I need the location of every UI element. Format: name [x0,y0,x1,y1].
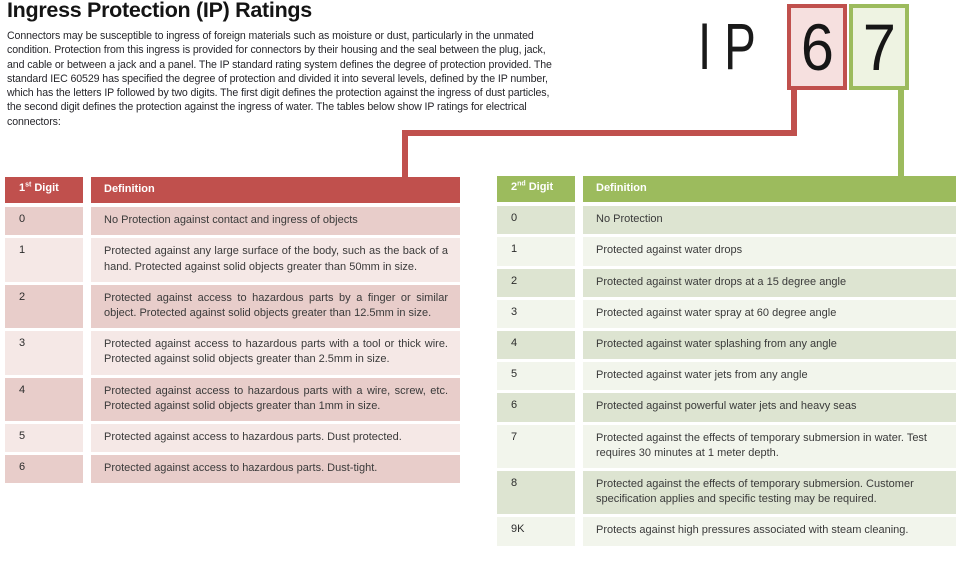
definition-cell: Protected against water spray at 60 degr… [583,299,956,329]
definition-cell: Protected against the effects of tempora… [583,424,956,469]
definition-cell: Protected against water splashing from a… [583,331,956,360]
digit-cell: 9K [497,517,575,546]
second-digit-table-body: 0 No Protection 1 Protected against water d… [497,206,956,546]
table-row: 3 Protected against access to hazardous p… [5,331,460,375]
table-row: 3 Protected against water spray at 60 deg… [497,299,956,329]
digit-column-header: 1st Digit [5,177,83,204]
digit-cell: 0 [5,207,83,236]
page-title: Ingress Protection (IP) Ratings [7,0,312,22]
definition-cell: Protects against high pressures associat… [583,517,956,546]
digit-cell: 8 [497,471,575,515]
intro-paragraph: Connectors may be susceptible to ingress… [7,30,552,128]
definition-column-header: Definition [583,176,956,203]
definition-cell: Protected against water drops [583,237,956,266]
digit-cell: 3 [5,331,83,375]
definition-cell: Protected against the effects of tempora… [583,471,956,515]
first-digit-table-header: 1st Digit Definition [5,177,460,204]
digit-cell: 4 [497,331,575,360]
digit-cell: 1 [497,237,575,266]
table-row: 1 Protected against water drops [497,237,956,266]
definition-cell: Protected against powerful water jets an… [583,393,956,422]
digit-header-number: 1 [19,182,26,194]
digit-header-ordinal: nd [517,180,526,188]
table-row: 4 Protected against access to hazardous p… [5,377,460,422]
definition-cell: Protected against any large surface of t… [91,238,460,282]
second-digit-box: 7 [849,4,909,90]
digit-cell: 3 [497,299,575,329]
definition-cell: Protected against water jets from any an… [583,362,956,391]
table-row: 0 No Protection against contact and ingre… [5,207,460,236]
table-row: 6 Protected against powerful water jets a… [497,393,956,422]
digit-cell: 6 [497,393,575,422]
definition-cell: No Protection [583,206,956,235]
definition-cell: Protected against water drops at a 15 de… [583,268,956,297]
table-row: 4 Protected against water splashing from … [497,331,956,360]
second-digit-table: 2nd Digit Definition 0 No Protection 1 Prote… [497,176,956,549]
digit-cell: 2 [497,268,575,297]
table-row: 5 Protected against water jets from any a… [497,362,956,391]
digit-cell: 7 [497,424,575,469]
definition-cell: Protected against access to hazardous pa… [91,284,460,329]
definition-cell: Protected against access to hazardous pa… [91,331,460,375]
table-row: 8 Protected against the effects of tempor… [497,471,956,515]
first-digit-connector-vertical-bottom [402,130,408,178]
definition-cell: Protected against access to hazardous pa… [91,377,460,422]
digit-cell: 0 [497,206,575,235]
digit-cell: 5 [5,424,83,453]
first-digit-value: 6 [800,10,834,84]
table-row: 7 Protected against the effects of tempor… [497,424,956,469]
digit-header-number: 2 [511,181,518,193]
table-row: 5 Protected against access to hazardous p… [5,424,460,453]
first-digit-connector-vertical-top [791,88,797,136]
definition-cell: Protected against access to hazardous pa… [91,424,460,453]
first-digit-connector-horizontal [402,130,797,136]
digit-cell: 6 [5,455,83,484]
digit-cell: 4 [5,377,83,422]
digit-cell: 5 [497,362,575,391]
digit-column-header: 2nd Digit [497,176,575,203]
table-row: 1 Protected against any large surface of … [5,238,460,282]
digit-header-word: Digit [34,182,59,194]
second-digit-value: 7 [862,10,896,84]
ip-prefix-text: IP [698,9,769,83]
table-row: 6 Protected against access to hazardous p… [5,455,460,484]
digit-header-ordinal: st [25,181,32,189]
digit-cell: 2 [5,284,83,329]
first-digit-table: 1st Digit Definition 0 No Protection again… [5,177,460,486]
table-row: 2 Protected against access to hazardous p… [5,284,460,329]
definition-cell: Protected against access to hazardous pa… [91,455,460,484]
table-row: 9K Protects against high pressures associ… [497,517,956,546]
first-digit-box: 6 [787,4,847,90]
second-digit-table-header: 2nd Digit Definition [497,176,956,203]
table-row: 0 No Protection [497,206,956,235]
first-digit-table-body: 0 No Protection against contact and ingre… [5,207,460,484]
table-row: 2 Protected against water drops at a 15 d… [497,268,956,297]
definition-cell: No Protection against contact and ingres… [91,207,460,236]
digit-cell: 1 [5,238,83,282]
definition-column-header: Definition [91,177,460,204]
digit-header-word: Digit [528,181,554,193]
second-digit-connector-vertical [898,88,904,177]
